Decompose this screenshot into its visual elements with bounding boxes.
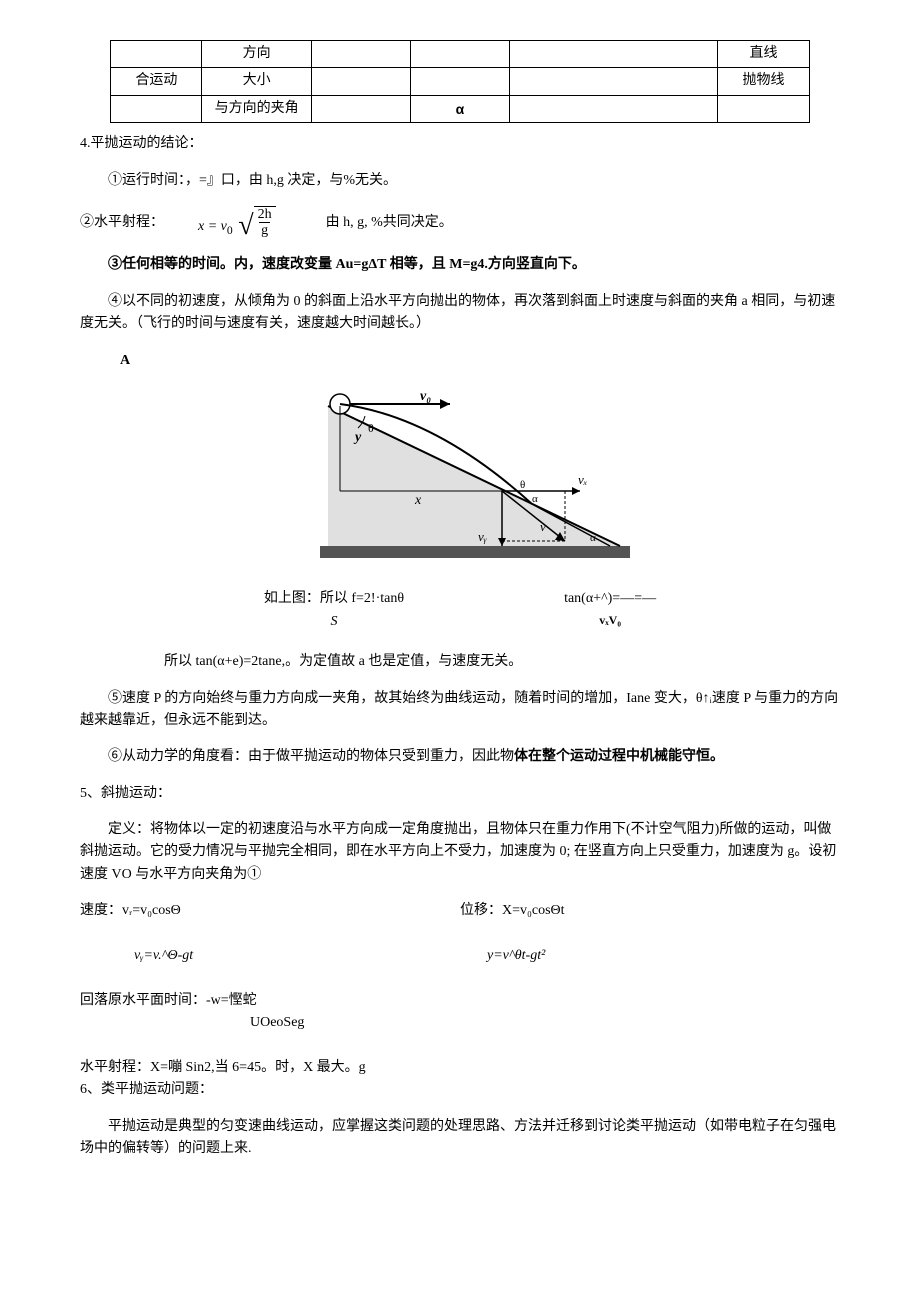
conc2-label: ②水平射程： — [80, 212, 164, 234]
speed-row-1: 速度：vᵣ=v₀cosΘ 位移：X=v₀cosΘt — [80, 900, 840, 922]
svg-text:x: x — [414, 493, 422, 508]
table-row: 与方向的夹角 α — [111, 95, 809, 122]
conclusion-6: ⑥从动力学的角度看：由于做平抛运动的物体只受到重力，因此物体在整个运动过程中机械… — [80, 746, 840, 768]
table-row: 合运动 大小 抛物线 — [111, 68, 809, 95]
return-line: 回落原水平面时间：-w=慳蛇 — [80, 990, 840, 1012]
speed-row-2: vᵧ=v.^Θ-gt y=v^θt-gt² — [80, 945, 840, 967]
disp-right: 位移：X=v₀cosΘt — [460, 900, 840, 922]
conclusion-5: ⑤速度 P 的方向始终与重力方向成一夹角，故其始终为曲线运动，随着时间的增加，I… — [80, 688, 840, 733]
cell: 与方向的夹角 — [202, 95, 311, 122]
cell — [510, 68, 718, 95]
caption-left: 如上图：所以 f=2!·tanθ — [264, 588, 404, 610]
section-4-title: 4.平抛运动的结论： — [80, 133, 840, 155]
caption-left-sub: S — [264, 611, 404, 633]
cell-alpha: α — [410, 95, 510, 122]
caption-line-2: 所以 tan(α+e)=2tane,。为定值故 a 也是定值，与速度无关。 — [80, 651, 840, 673]
diagram-svg: v₀ y x θ vₓ vᵧ v θ α α — [280, 386, 640, 566]
table-row: 方向 直线 — [111, 41, 809, 68]
svg-text:v₀: v₀ — [420, 389, 431, 404]
section-5-body: 定义：将物体以一定的初速度沿与水平方向成一定角度抛出，且物体只在重力作用下(不计… — [80, 819, 840, 886]
section-6-title: 6、类平抛运动问题： — [80, 1079, 840, 1101]
cell — [410, 41, 510, 68]
conclusion-2-line: ②水平射程： x = v0 √ 2h g 由 h, g, %共同决定。 — [80, 206, 840, 240]
label-a: A — [120, 350, 840, 372]
cell — [410, 68, 510, 95]
section-6-body: 平抛运动是典型的匀变速曲线运动，应掌握这类问题的处理思路、方法并迁移到讨论类平抛… — [80, 1116, 840, 1161]
speed2-right: y=v^θt-gt² — [487, 945, 840, 967]
cell — [510, 95, 718, 122]
conc2-formula: x = v0 √ 2h g — [198, 206, 276, 240]
cell — [311, 95, 410, 122]
range-line: 水平射程：X=嘣 Sin2,当 6=45。时，X 最大。g — [80, 1057, 840, 1079]
conclusion-3: ③任何相等的时间。内，速度改变量 Au=gΔT 相等，且 M=g4.方向竖直向下… — [80, 254, 840, 276]
cell: 大小 — [202, 68, 311, 95]
caption-right-sub: vₓV₀ — [564, 611, 656, 630]
cell — [718, 95, 809, 122]
cell — [111, 41, 202, 68]
speed-left: 速度：vᵣ=v₀cosΘ — [80, 900, 460, 922]
svg-text:y: y — [353, 430, 362, 445]
svg-text:θ: θ — [520, 479, 525, 491]
speed2-left: vᵧ=v.^Θ-gt — [134, 945, 487, 967]
projectile-diagram: v₀ y x θ vₓ vᵧ v θ α α — [80, 386, 840, 574]
cell: 抛物线 — [718, 68, 809, 95]
motion-table: 方向 直线 合运动 大小 抛物线 与方向的夹角 α — [110, 40, 809, 123]
conc2-tail: 由 h, g, %共同决定。 — [326, 212, 453, 234]
cell — [311, 68, 410, 95]
svg-text:v: v — [540, 519, 546, 534]
svg-text:vᵧ: vᵧ — [478, 529, 487, 544]
cell — [111, 95, 202, 122]
cell — [311, 41, 410, 68]
svg-text:α: α — [590, 532, 596, 544]
cell — [510, 41, 718, 68]
cell: 合运动 — [111, 68, 202, 95]
svg-text:θ: θ — [368, 421, 374, 435]
cell: 直线 — [718, 41, 809, 68]
conclusion-1: ①运行时间：，=』口，由 h,g 决定，与%无关。 — [80, 170, 840, 192]
svg-text:vₓ: vₓ — [578, 472, 588, 487]
section-5-title: 5、斜抛运动： — [80, 783, 840, 805]
return-sub: UOeoSeg — [80, 1012, 840, 1034]
svg-text:α: α — [532, 493, 538, 505]
caption-line-1: 如上图：所以 f=2!·tanθ S tan(α+^)=—=— vₓV₀ — [80, 588, 840, 633]
conclusion-4: ④以不同的初速度，从倾角为 0 的斜面上沿水平方向抛出的物体，再次落到斜面上时速… — [80, 291, 840, 336]
caption-right: tan(α+^)=—=— — [564, 588, 656, 610]
cell: 方向 — [202, 41, 311, 68]
